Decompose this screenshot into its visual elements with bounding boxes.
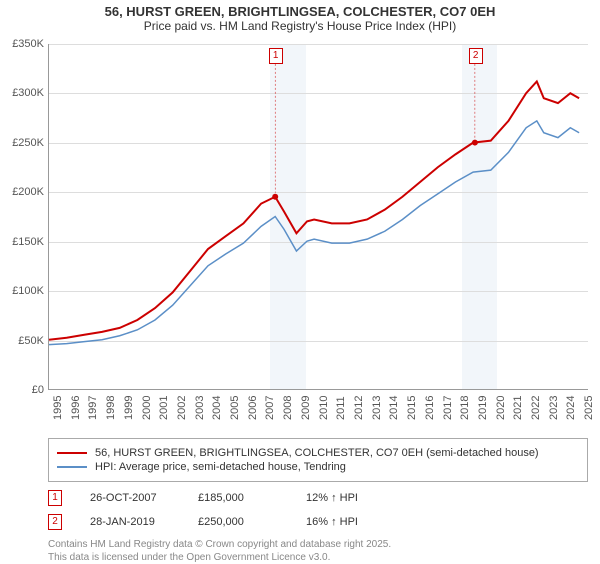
- x-axis-labels: 1995 1996 1997 1998 1999 2000 2001 2002 2003 2004…: [48, 392, 588, 436]
- x-tick-label: 2025: [583, 396, 595, 420]
- x-tick-label: 2023: [548, 396, 560, 420]
- x-tick-label: 2014: [388, 396, 400, 420]
- x-tick-label: 2009: [300, 396, 312, 420]
- x-tick-label: 2002: [176, 396, 188, 420]
- legend-swatch: [57, 466, 87, 468]
- x-tick-label: 2000: [141, 396, 153, 420]
- x-tick-label: 2010: [318, 396, 330, 420]
- y-tick-label: £100K: [12, 285, 44, 297]
- marker-dot: [472, 140, 478, 146]
- x-tick-label: 2024: [565, 396, 577, 420]
- chart-title: 56, HURST GREEN, BRIGHTLINGSEA, COLCHEST…: [0, 0, 600, 19]
- x-tick-label: 2006: [247, 396, 259, 420]
- x-tick-label: 2020: [495, 396, 507, 420]
- event-price: £250,000: [198, 516, 278, 528]
- event-marker-2: 2: [48, 514, 62, 530]
- x-tick-label: 2012: [353, 396, 365, 420]
- x-tick-label: 2008: [282, 396, 294, 420]
- series-line-price_paid: [49, 81, 579, 339]
- chart-subtitle: Price paid vs. HM Land Registry's House …: [0, 19, 600, 37]
- x-tick-label: 2021: [512, 396, 524, 420]
- event-date: 26-OCT-2007: [90, 492, 170, 504]
- x-tick-label: 2011: [335, 396, 347, 420]
- x-tick-label: 1998: [105, 396, 117, 420]
- x-tick-label: 2004: [211, 396, 223, 420]
- license-text: Contains HM Land Registry data © Crown c…: [48, 538, 588, 564]
- x-tick-label: 1999: [123, 396, 135, 420]
- chart-footer: 56, HURST GREEN, BRIGHTLINGSEA, COLCHEST…: [48, 438, 588, 564]
- series-line-hpi: [49, 121, 579, 345]
- x-tick-label: 1996: [70, 396, 82, 420]
- marker-label-1: 1: [269, 48, 283, 64]
- y-tick-label: £50K: [18, 335, 44, 347]
- y-tick-label: £150K: [12, 236, 44, 248]
- y-tick-label: £250K: [12, 137, 44, 149]
- legend-item: 56, HURST GREEN, BRIGHTLINGSEA, COLCHEST…: [57, 447, 579, 459]
- legend-label: HPI: Average price, semi-detached house,…: [95, 461, 346, 473]
- y-tick-label: £0: [32, 384, 44, 396]
- y-axis-labels: £0£50K£100K£150K£200K£250K£300K£350K: [0, 44, 46, 390]
- x-tick-label: 2001: [158, 396, 170, 420]
- legend-label: 56, HURST GREEN, BRIGHTLINGSEA, COLCHEST…: [95, 447, 539, 459]
- event-delta: 16% ↑ HPI: [306, 516, 386, 528]
- event-row: 1 26-OCT-2007 £185,000 12% ↑ HPI: [48, 490, 588, 506]
- x-tick-label: 2003: [194, 396, 206, 420]
- event-price: £185,000: [198, 492, 278, 504]
- legend-swatch: [57, 452, 87, 454]
- x-tick-label: 2017: [442, 396, 454, 420]
- marker-label-2: 2: [469, 48, 483, 64]
- x-tick-label: 1995: [52, 396, 64, 420]
- x-tick-label: 2015: [406, 396, 418, 420]
- x-tick-label: 2013: [371, 396, 383, 420]
- chart-plot-area: 12: [48, 44, 588, 390]
- legend-box: 56, HURST GREEN, BRIGHTLINGSEA, COLCHEST…: [48, 438, 588, 482]
- license-line: Contains HM Land Registry data © Crown c…: [48, 538, 588, 551]
- marker-dot: [272, 194, 278, 200]
- event-row: 2 28-JAN-2019 £250,000 16% ↑ HPI: [48, 514, 588, 530]
- legend-item: HPI: Average price, semi-detached house,…: [57, 461, 579, 473]
- event-date: 28-JAN-2019: [90, 516, 170, 528]
- y-tick-label: £350K: [12, 38, 44, 50]
- chart-svg: [49, 44, 588, 389]
- x-tick-label: 2005: [229, 396, 241, 420]
- x-tick-label: 2018: [459, 396, 471, 420]
- y-tick-label: £200K: [12, 186, 44, 198]
- event-marker-1: 1: [48, 490, 62, 506]
- event-delta: 12% ↑ HPI: [306, 492, 386, 504]
- x-tick-label: 2007: [264, 396, 276, 420]
- x-tick-label: 1997: [87, 396, 99, 420]
- y-tick-label: £300K: [12, 87, 44, 99]
- x-tick-label: 2022: [530, 396, 542, 420]
- x-tick-label: 2019: [477, 396, 489, 420]
- license-line: This data is licensed under the Open Gov…: [48, 551, 588, 564]
- x-tick-label: 2016: [424, 396, 436, 420]
- events-list: 1 26-OCT-2007 £185,000 12% ↑ HPI 2 28-JAN-201…: [48, 490, 588, 530]
